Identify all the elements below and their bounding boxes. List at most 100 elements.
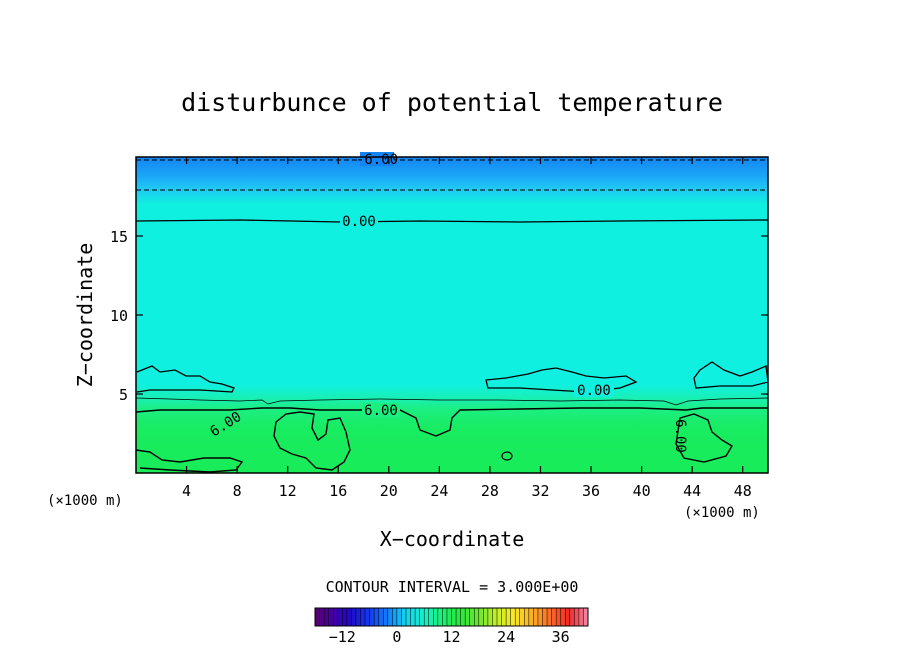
colorbar-swatch [497, 608, 503, 626]
contour-line-zero-left-blob [136, 365, 235, 393]
colorbar-swatch [419, 608, 425, 626]
colorbar-swatch [406, 608, 412, 626]
y-tick-label: 5 [119, 386, 128, 404]
colorbar-swatch [560, 608, 566, 626]
contour-line-zero-right-blob [693, 361, 768, 389]
colorbar-swatch [401, 608, 407, 626]
colorbar-swatch [428, 608, 434, 626]
contour-line-six-right-loop [675, 413, 733, 463]
contour-label-six: 6.00 [364, 403, 398, 419]
colorbar-swatch [492, 608, 498, 626]
colorbar-swatch [556, 608, 562, 626]
colorbar-swatch [469, 608, 475, 626]
colorbar-swatch [410, 608, 416, 626]
colorbar-swatch [315, 608, 321, 626]
x-tick-label: 4 [182, 482, 191, 500]
colorbar-swatch [442, 608, 448, 626]
contour-label-bg-zero [340, 214, 378, 228]
colorbar-swatch [415, 608, 421, 626]
plot-area: -6.00 0.00 0.00 6.00 6.00 6.00 4 8 12 16 20 2… [110, 152, 769, 500]
contour-label-zero: 0.00 [342, 214, 376, 230]
colorbar-swatch [324, 608, 330, 626]
colorbar-tick-label: 36 [552, 628, 570, 646]
contour-interval-text: CONTOUR INTERVAL = 3.000E+00 [326, 578, 579, 596]
y-axis-label: Z−coordinate [73, 243, 97, 388]
colorbar-swatch [583, 608, 589, 626]
colorbar-swatch [451, 608, 457, 626]
contour-line-three [136, 397, 768, 406]
x-tick-label: 28 [481, 482, 499, 500]
colorbar-swatch [369, 608, 375, 626]
colorbar: −12 0 12 24 36 [314, 607, 589, 646]
x-tick-label: 8 [233, 482, 242, 500]
colorbar-swatch [392, 608, 398, 626]
colorbar-swatch [578, 608, 584, 626]
x-tick-label: 48 [734, 482, 752, 500]
colorbar-swatch [337, 608, 343, 626]
colorbar-swatch [351, 608, 357, 626]
colorbar-frame [314, 607, 589, 627]
colorbar-swatch [333, 608, 339, 626]
x-tick-label: 36 [582, 482, 600, 500]
colorbar-swatch [387, 608, 393, 626]
colorbar-swatch [483, 608, 489, 626]
x-tick-label: 32 [531, 482, 549, 500]
colorbar-swatch [569, 608, 575, 626]
x-axis-unit-left: (×1000 m) [47, 493, 123, 509]
colorbar-tick-label: 24 [497, 628, 515, 646]
colorbar-swatch [424, 608, 430, 626]
contour-line-six [136, 407, 768, 437]
y-tick-label: 10 [110, 307, 128, 325]
colorbar-swatch [478, 608, 484, 626]
y-axis-ticks: 5 10 15 [110, 228, 768, 404]
x-tick-label: 40 [633, 482, 651, 500]
colorbar-swatch [460, 608, 466, 626]
colorbar-swatch [346, 608, 352, 626]
x-axis-label: X−coordinate [380, 527, 525, 551]
colorbar-swatch [396, 608, 402, 626]
x-tick-label: 20 [380, 482, 398, 500]
x-tick-label: 44 [683, 482, 701, 500]
contour-line-six-left-loop [136, 449, 244, 473]
colorbar-swatch [574, 608, 580, 626]
colorbar-swatch [551, 608, 557, 626]
contour-label-bg-six [362, 403, 400, 417]
colorbar-swatch [501, 608, 507, 626]
x-tick-label: 24 [430, 482, 448, 500]
colorbar-swatch [342, 608, 348, 626]
colorbar-swatch [510, 608, 516, 626]
colorbar-swatch [515, 608, 521, 626]
colorbar-swatch [319, 608, 325, 626]
colorbar-swatch [528, 608, 534, 626]
colorbar-swatch [565, 608, 571, 626]
y-tick-label: 15 [110, 228, 128, 246]
contour-line-zero [136, 219, 768, 223]
colorbar-swatch [360, 608, 366, 626]
contour-label-six-right: 6.00 [672, 419, 688, 453]
x-axis-ticks: 4 8 12 16 20 24 28 32 36 40 44 48 [182, 157, 752, 500]
colorbar-swatch [537, 608, 543, 626]
contour-label-minus-6: -6.00 [356, 152, 398, 168]
colorbar-swatch [465, 608, 471, 626]
colorbar-swatch [524, 608, 530, 626]
colorbar-swatch [474, 608, 480, 626]
contour-label-bg-zero-mid [574, 383, 614, 397]
contour-line-zero-mid-blob [485, 367, 638, 393]
contour-label-zero-mid: 0.00 [577, 383, 611, 399]
colorbar-swatch [374, 608, 380, 626]
colorbar-tick-label: −12 [329, 628, 356, 646]
colorbar-tick-label: 12 [442, 628, 460, 646]
colorbar-swatch [533, 608, 539, 626]
x-axis-unit-right: (×1000 m) [684, 505, 760, 521]
x-tick-label: 12 [279, 482, 297, 500]
colorbar-swatch [378, 608, 384, 626]
colorbar-swatch [547, 608, 553, 626]
colorbar-swatch [506, 608, 512, 626]
colorbar-swatch [437, 608, 443, 626]
colorbar-swatch [365, 608, 371, 626]
contour-lines [136, 159, 768, 473]
colorbar-swatch [328, 608, 334, 626]
colorbar-swatch [355, 608, 361, 626]
contour-line-six-small-ring [501, 451, 513, 461]
